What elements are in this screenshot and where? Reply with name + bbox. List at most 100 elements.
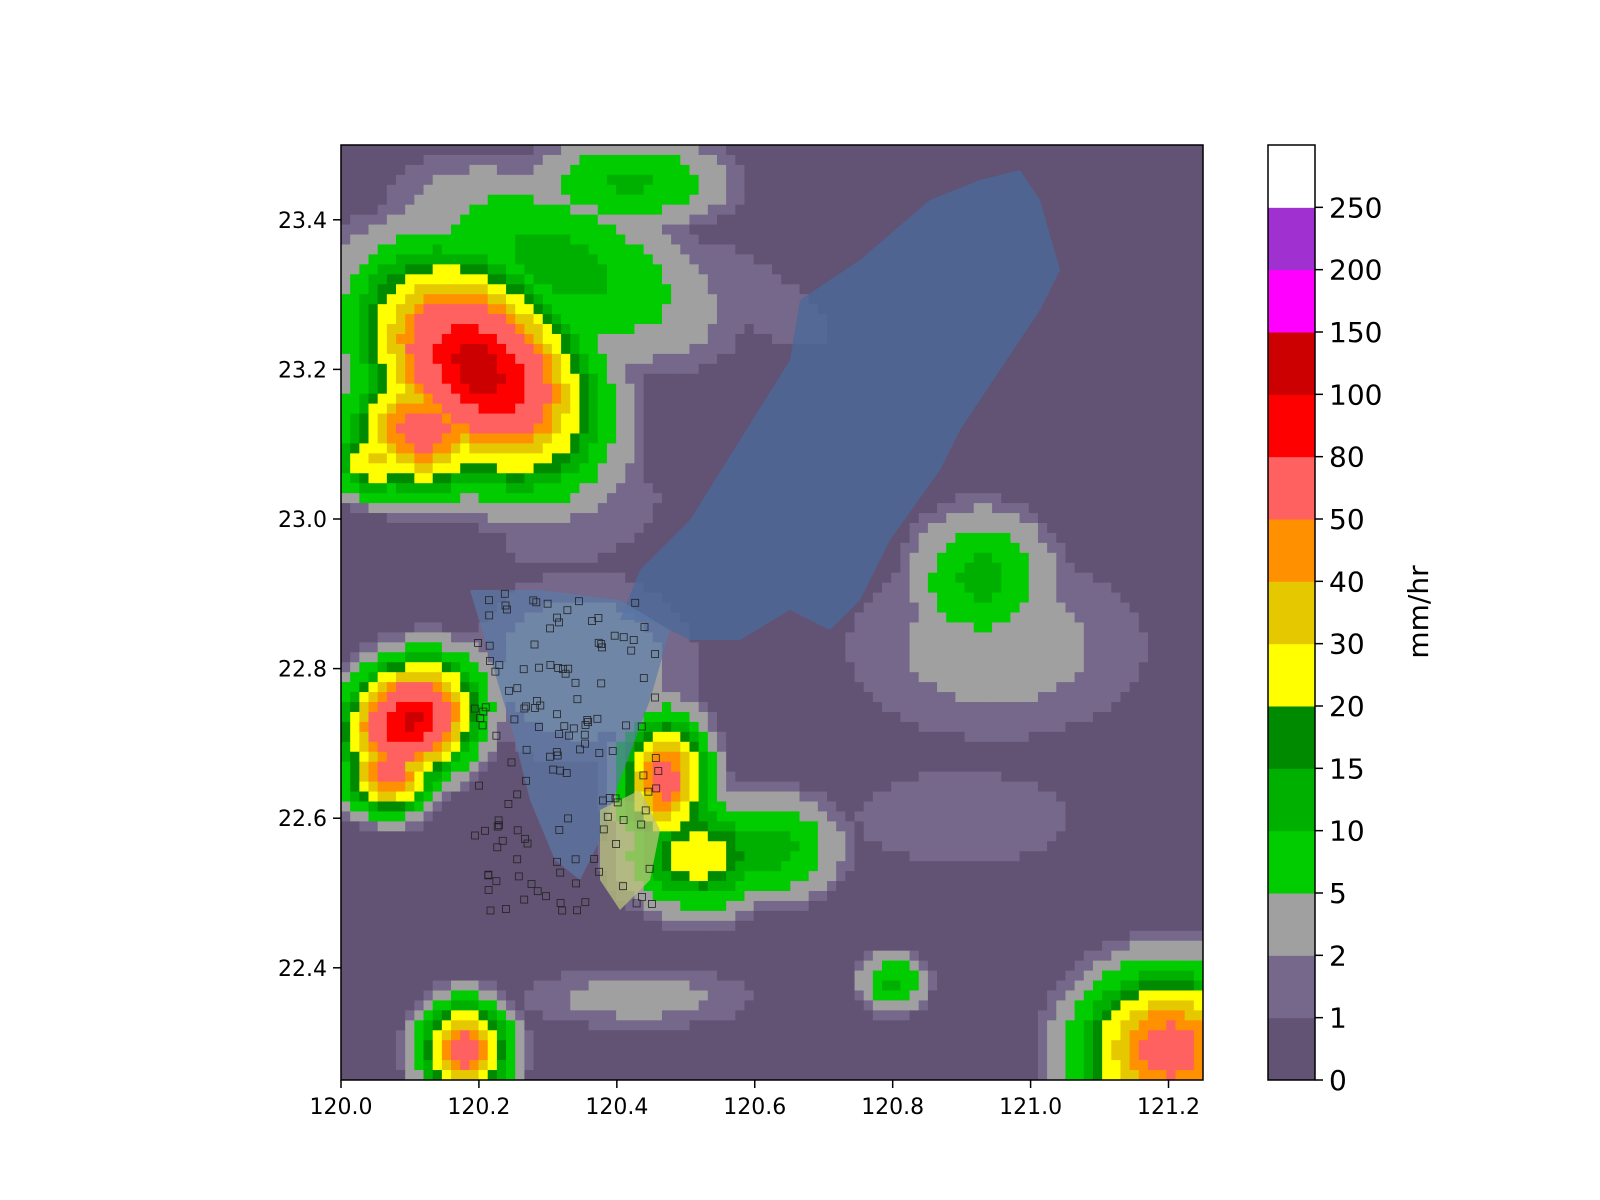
heatmap-cell <box>753 214 764 226</box>
heatmap-cell <box>1028 602 1039 614</box>
heatmap-cell <box>423 304 434 315</box>
heatmap-cell <box>396 383 406 395</box>
heatmap-cell <box>1193 294 1203 305</box>
heatmap-cell <box>1111 254 1122 265</box>
heatmap-cell <box>1019 383 1030 395</box>
heatmap-cell <box>506 194 516 206</box>
heatmap-cell <box>579 383 590 395</box>
heatmap-cell <box>634 164 645 176</box>
heatmap-cell <box>1166 393 1177 405</box>
heatmap-cell <box>1129 254 1140 265</box>
heatmap-cell <box>551 314 562 325</box>
heatmap-cell <box>506 443 516 454</box>
heatmap-cell <box>680 264 691 275</box>
heatmap-cell <box>551 542 562 554</box>
heatmap-cell <box>854 662 865 673</box>
heatmap-cell <box>460 174 470 186</box>
heatmap-cell <box>1083 632 1094 643</box>
heatmap-cell <box>1157 363 1167 375</box>
heatmap-cell <box>1193 333 1203 345</box>
heatmap-cell <box>1193 274 1203 285</box>
heatmap-cell <box>496 294 507 305</box>
heatmap-cell <box>1175 164 1186 176</box>
heatmap-cell <box>937 662 947 673</box>
heatmap-cell <box>1028 552 1039 564</box>
heatmap-cell <box>441 562 452 574</box>
heatmap-cell <box>341 662 351 673</box>
heatmap-cell <box>506 393 516 405</box>
heatmap-cell <box>506 174 516 186</box>
heatmap-cell <box>1184 244 1195 256</box>
heatmap-cell <box>854 632 865 643</box>
heatmap-cell <box>405 274 415 285</box>
heatmap-cell <box>478 463 489 474</box>
heatmap-cell <box>1166 413 1177 425</box>
heatmap-cell <box>405 284 415 295</box>
heatmap-cell <box>1157 403 1167 415</box>
rainfall-heatmap <box>341 145 1203 1080</box>
heatmap-cell <box>579 353 590 365</box>
heatmap-cell <box>698 164 709 176</box>
heatmap-cell <box>1166 154 1177 166</box>
heatmap-cell <box>652 453 663 464</box>
heatmap-cell <box>1083 274 1094 285</box>
heatmap-cell <box>680 423 691 435</box>
heatmap-cell <box>1184 602 1195 614</box>
heatmap-cell <box>524 204 535 216</box>
heatmap-cell <box>1193 503 1203 514</box>
heatmap-cell <box>606 453 617 464</box>
heatmap-cell <box>350 443 360 454</box>
heatmap-cell <box>891 622 901 633</box>
heatmap-cell <box>396 413 406 425</box>
heatmap-cell <box>762 324 773 335</box>
heatmap-cell <box>716 184 727 196</box>
heatmap-cell <box>1157 373 1167 385</box>
heatmap-cell <box>341 264 351 275</box>
heatmap-cell <box>726 383 736 395</box>
heatmap-cell <box>386 542 397 554</box>
heatmap-cell <box>836 264 846 275</box>
heatmap-cell <box>570 503 581 514</box>
heatmap-cell <box>918 522 929 534</box>
heatmap-cell <box>597 393 608 405</box>
heatmap-cell <box>359 672 370 683</box>
heatmap-cell <box>1157 592 1167 604</box>
heatmap-cell <box>973 612 984 624</box>
heatmap-cell <box>1102 413 1112 425</box>
heatmap-cell <box>1065 413 1076 425</box>
heatmap-cell <box>1175 532 1186 544</box>
heatmap-cell <box>1129 383 1140 395</box>
heatmap-cell <box>423 254 434 265</box>
heatmap-cell <box>661 443 672 454</box>
heatmap-cell <box>726 224 736 236</box>
heatmap-cell <box>625 463 636 474</box>
heatmap-cell <box>1047 343 1057 355</box>
heatmap-cell <box>579 532 590 544</box>
heatmap-cell <box>451 363 461 375</box>
heatmap-cell <box>368 224 379 236</box>
heatmap-cell <box>1129 552 1140 564</box>
heatmap-cell <box>1065 393 1076 405</box>
heatmap-cell <box>625 542 636 554</box>
heatmap-cell <box>1138 194 1149 206</box>
heatmap-cell <box>1138 164 1149 176</box>
heatmap-cell <box>1184 423 1195 435</box>
heatmap-cell <box>405 294 415 305</box>
heatmap-cell <box>405 443 415 454</box>
heatmap-cell <box>671 324 681 335</box>
heatmap-cell <box>1184 154 1195 166</box>
heatmap-cell <box>1175 453 1186 464</box>
heatmap-cell <box>1056 423 1067 435</box>
heatmap-cell <box>781 652 791 663</box>
heatmap-cell <box>1129 393 1140 405</box>
heatmap-cell <box>478 503 489 514</box>
heatmap-cell <box>533 552 544 564</box>
heatmap-cell <box>716 234 727 246</box>
heatmap-cell <box>515 423 525 435</box>
heatmap-cell <box>1166 463 1177 474</box>
heatmap-cell <box>1184 324 1195 335</box>
heatmap-cell <box>396 373 406 385</box>
heatmap-cell <box>487 662 498 673</box>
heatmap-cell <box>506 473 516 484</box>
heatmap-cell <box>735 662 746 673</box>
